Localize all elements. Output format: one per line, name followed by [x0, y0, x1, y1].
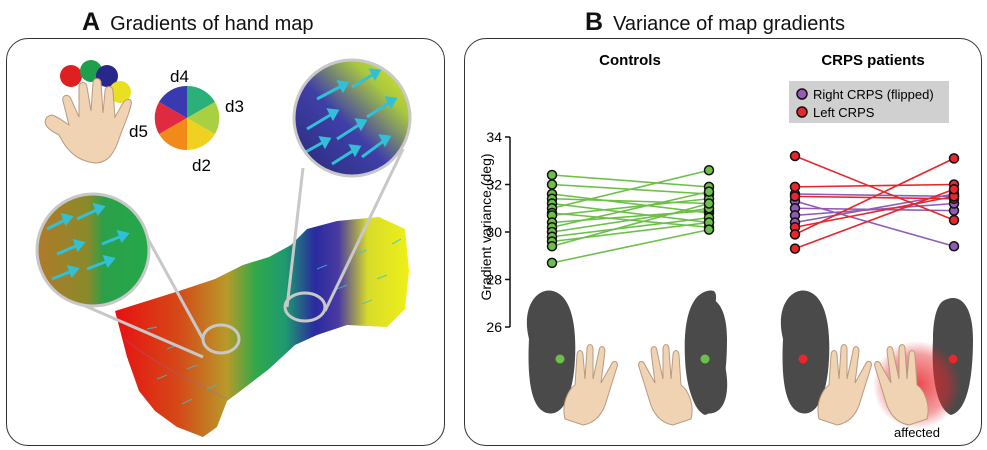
- pair-line-right-crps-flipped: [794, 193, 955, 198]
- pair-line-controls: [551, 190, 710, 229]
- pair-line-controls: [551, 202, 710, 248]
- panel-b-letter: B: [585, 8, 604, 36]
- point-controls: [546, 241, 558, 252]
- pair-line-controls: [551, 228, 710, 264]
- point-controls: [546, 169, 558, 181]
- point-left-crps: [948, 214, 960, 226]
- brain-icon-patients-left: [780, 290, 830, 414]
- panel-b-title: B Variance of map gradients: [585, 8, 845, 37]
- group-label-controls: Controls: [599, 52, 661, 69]
- y-tick-label: 26: [486, 319, 502, 335]
- hand-map-surface: [115, 217, 409, 437]
- finger-dot-d3: [96, 65, 118, 87]
- pair-line-left-crps: [794, 155, 955, 221]
- y-tick-label: 28: [486, 272, 502, 288]
- point-controls: [546, 257, 558, 269]
- y-tick-label: 30: [486, 224, 502, 240]
- legend-marker-left-crps: [796, 106, 808, 118]
- point-left-crps: [948, 153, 960, 164]
- hand-icon: [44, 60, 132, 164]
- legend: Right CRPS (flipped) Left CRPS: [789, 81, 949, 123]
- pair-line-right-crps-flipped: [794, 202, 955, 217]
- affected-label: affected: [894, 425, 940, 440]
- brain-icon-controls-left: [526, 290, 576, 414]
- point-left-crps: [789, 243, 801, 254]
- affected-hand-icon: [873, 341, 961, 429]
- hand-icon-controls-left: [563, 344, 618, 426]
- pair-line-left-crps: [794, 188, 955, 250]
- point-controls: [703, 224, 715, 235]
- gradient-arrows: [146, 238, 402, 405]
- legend-marker-right-crps: [796, 88, 808, 100]
- pair-line-controls: [551, 197, 710, 217]
- point-left-crps: [789, 191, 801, 202]
- pair-line-controls: [551, 216, 710, 238]
- legend-label-right-crps: Right CRPS (flipped): [813, 87, 934, 102]
- zoom-roi-left: [201, 323, 241, 355]
- data-points: [546, 150, 960, 269]
- panel-a-letter: A: [82, 8, 101, 36]
- point-left-crps: [789, 229, 801, 240]
- pair-line-controls: [551, 174, 710, 188]
- brain-marker: [700, 354, 710, 364]
- panel-b-title-text: Variance of map gradients: [613, 13, 846, 35]
- panel-a-box: d4 d3 d5 d2: [6, 38, 445, 446]
- panel-a-figure: d4 d3 d5 d2: [35, 58, 412, 437]
- panel-a-title: A Gradients of hand map: [82, 8, 314, 37]
- pair-line-controls: [551, 202, 710, 224]
- brain-marker: [555, 354, 565, 364]
- pair-line-controls: [551, 207, 710, 233]
- point-controls: [546, 179, 558, 190]
- wheel-label-d5: d5: [129, 122, 148, 141]
- pair-line-left-crps: [794, 183, 955, 188]
- point-controls: [703, 165, 715, 176]
- zoom-inset-left: [35, 192, 151, 308]
- y-axis-label: Gradient variance (deg): [478, 153, 494, 300]
- legend-label-left-crps: Left CRPS: [813, 105, 875, 120]
- wheel-label-d3: d3: [225, 97, 244, 116]
- point-right-crps-flipped: [948, 241, 960, 252]
- finger-dot-d2: [109, 81, 131, 103]
- hand-icon-controls-right: [638, 344, 693, 426]
- point-controls: [703, 186, 715, 197]
- y-tick-label: 32: [486, 177, 502, 193]
- variance-chart: Controls CRPS patients Right CRPS (flipp…: [478, 52, 973, 440]
- hand-icon-patients-left: [817, 344, 872, 426]
- panel-a-title-text: Gradients of hand map: [110, 13, 314, 35]
- y-axis: 26 28 30 32 34: [486, 129, 511, 335]
- wheel-label-d2: d2: [192, 156, 211, 175]
- point-left-crps: [789, 150, 801, 162]
- pair-line-left-crps: [794, 157, 955, 236]
- point-left-crps: [789, 181, 801, 193]
- zoom-inset-right: [292, 58, 412, 178]
- finger-dot-d5: [60, 65, 82, 87]
- point-left-crps: [948, 184, 960, 195]
- paired-lines: [551, 155, 955, 264]
- pair-line-controls: [551, 197, 710, 205]
- y-tick-label: 34: [486, 129, 502, 145]
- zoom-roi-right: [283, 291, 327, 323]
- point-controls: [703, 198, 715, 209]
- group-label-patients: CRPS patients: [821, 52, 924, 69]
- color-wheel: [154, 85, 220, 151]
- wheel-label-d4: d4: [170, 67, 189, 86]
- panel-b-box: Controls CRPS patients Right CRPS (flipp…: [464, 38, 982, 446]
- brain-marker: [798, 354, 808, 364]
- pair-line-controls: [551, 169, 710, 210]
- brain-icon-controls-right: [684, 290, 728, 415]
